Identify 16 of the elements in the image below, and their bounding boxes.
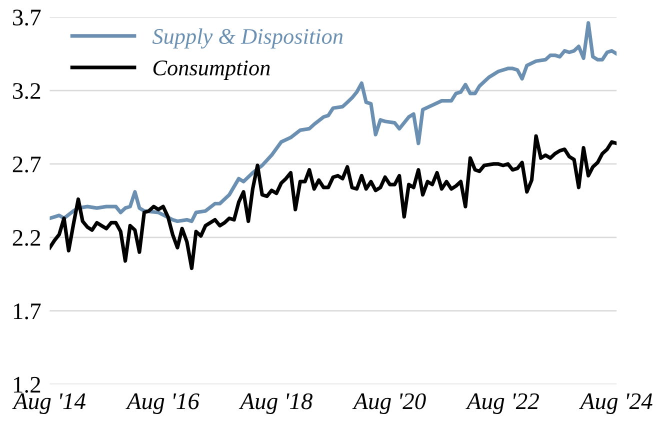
x-tick-label: Aug '22 — [466, 393, 539, 414]
y-tick-label: 1.7 — [14, 303, 41, 320]
x-tick-label: Aug '24 — [579, 393, 652, 414]
y-tick-label: 3.2 — [13, 83, 40, 100]
y-tick-label: 3.7 — [13, 10, 41, 26]
legend-label: Supply & Disposition — [152, 28, 343, 49]
x-tick-label: Aug '20 — [352, 393, 426, 414]
line-series — [50, 21, 617, 224]
legend-label: Consumption — [153, 60, 270, 80]
y-tick-label: 2.7 — [12, 156, 41, 172]
x-tick-label: Aug '14 — [12, 393, 86, 414]
y-tick-label: 2.2 — [12, 230, 40, 246]
x-tick-label: Aug '18 — [238, 393, 312, 414]
y-tick-label: 1.2 — [14, 376, 40, 393]
x-tick-label: Aug '16 — [126, 393, 200, 414]
line-series — [50, 134, 617, 270]
